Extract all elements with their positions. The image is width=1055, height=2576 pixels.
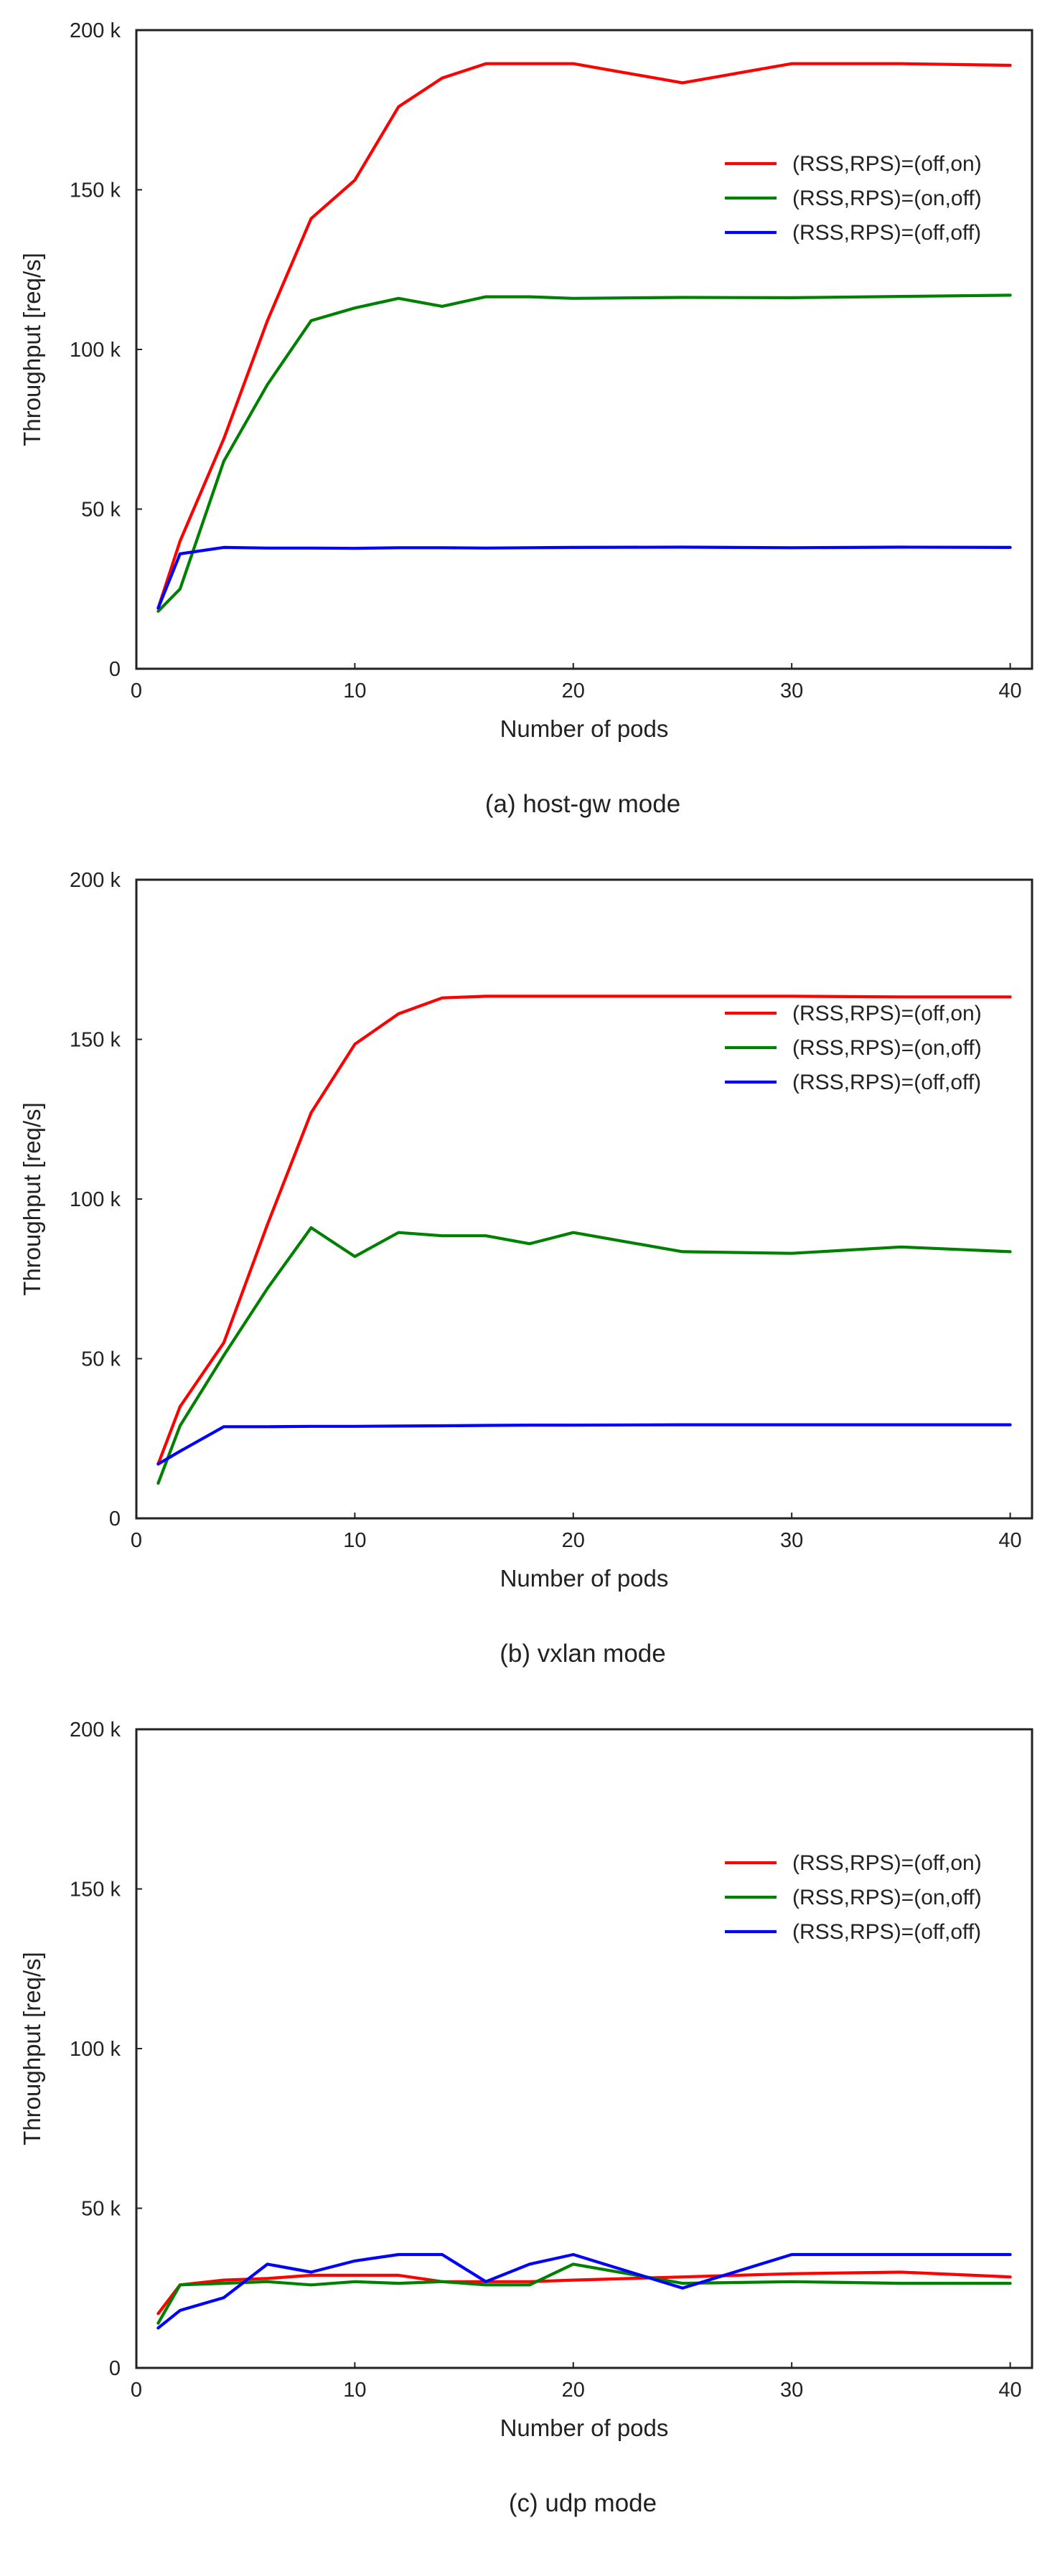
legend: (RSS,RPS)=(off,on) (RSS,RPS)=(on,off) (RSS… — [725, 1851, 982, 1944]
plot-frame — [135, 29, 1033, 670]
y-tick-label: 0 — [109, 1508, 121, 1531]
series-line-3 — [156, 545, 1012, 610]
y-tick-label: 200 k — [70, 869, 121, 892]
legend: (RSS,RPS)=(off,on) (RSS,RPS)=(on,off) (RSS… — [725, 1002, 982, 1094]
y-tick-label: 150 k — [70, 1029, 121, 1052]
series-line-1 — [156, 995, 1012, 1466]
x-tick-label: 30 — [780, 680, 803, 702]
x-axis-label: Number of pods — [500, 1565, 669, 1592]
legend-label-1: (RSS,RPS)=(off,on) — [792, 152, 982, 176]
x-tick-label: 30 — [780, 2379, 803, 2402]
y-tick-label: 100 k — [70, 339, 121, 362]
series-line-1 — [156, 2270, 1012, 2316]
series-line-2 — [156, 2262, 1012, 2325]
y-tick-label: 50 k — [81, 499, 121, 522]
series-line-2 — [156, 293, 1012, 614]
legend-label-2: (RSS,RPS)=(on,off) — [792, 1886, 982, 1909]
legend: (RSS,RPS)=(off,on) (RSS,RPS)=(on,off) (RSS… — [725, 152, 982, 245]
legend-label-3: (RSS,RPS)=(off,off) — [792, 221, 981, 245]
y-tick-label: 0 — [109, 658, 121, 681]
x-axis-label: Number of pods — [500, 2415, 669, 2441]
legend-label-2: (RSS,RPS)=(on,off) — [792, 1036, 982, 1060]
series-line-1 — [156, 62, 1012, 610]
y-tick-label: 200 k — [70, 1719, 121, 1741]
figure-caption: (a) host-gw mode — [485, 790, 680, 818]
y-tick-label: 150 k — [70, 1879, 121, 1902]
chart-panel-3: 0 10 20 30 40 0 50 k 100 k 150 k 200 k Number of p… — [19, 1719, 1033, 2517]
x-tick-label: 30 — [780, 1529, 803, 1552]
x-tick-label: 40 — [998, 2379, 1021, 2402]
x-tick-label: 40 — [998, 680, 1021, 702]
x-tick-label: 0 — [131, 1529, 142, 1552]
chart-panel-2: 0 10 20 30 40 0 50 k 100 k 150 k 200 k Number of p… — [19, 869, 1033, 1668]
x-tick-label: 10 — [343, 680, 366, 702]
y-tick-label: 200 k — [70, 19, 121, 42]
y-axis-label: Throughput [req/s] — [19, 1102, 45, 1296]
x-tick-label: 40 — [998, 1529, 1021, 1552]
x-tick-label: 20 — [562, 680, 585, 702]
legend-label-1: (RSS,RPS)=(off,on) — [792, 1851, 982, 1875]
x-tick-label: 0 — [131, 680, 142, 702]
legend-label-3: (RSS,RPS)=(off,off) — [792, 1071, 981, 1094]
series-line-2 — [156, 1226, 1012, 1485]
figure-caption: (c) udp mode — [509, 2489, 657, 2517]
x-tick-label: 20 — [562, 2379, 585, 2402]
x-tick-label: 20 — [562, 1529, 585, 1552]
chart-panel-1: 0 10 20 30 40 0 50 k 100 k 150 k 200 k Number of p… — [19, 19, 1033, 818]
legend-label-1: (RSS,RPS)=(off,on) — [792, 1002, 982, 1025]
y-tick-label: 0 — [109, 2357, 121, 2380]
y-tick-label: 150 k — [70, 179, 121, 202]
y-tick-label: 100 k — [70, 1188, 121, 1211]
x-tick-label: 10 — [343, 1529, 366, 1552]
legend-label-2: (RSS,RPS)=(on,off) — [792, 187, 982, 210]
legend-label-3: (RSS,RPS)=(off,off) — [792, 1920, 981, 1944]
y-axis-label: Throughput [req/s] — [19, 1952, 45, 2145]
y-tick-label: 50 k — [81, 2198, 121, 2221]
x-axis-label: Number of pods — [500, 715, 669, 742]
x-tick-label: 10 — [343, 2379, 366, 2402]
plot-frame — [135, 878, 1033, 1520]
x-tick-label: 0 — [131, 2379, 142, 2402]
y-tick-label: 50 k — [81, 1348, 121, 1371]
series-line-3 — [156, 2252, 1012, 2330]
series-line-3 — [156, 1423, 1012, 1466]
y-tick-label: 100 k — [70, 2038, 121, 2061]
y-axis-label: Throughput [req/s] — [19, 253, 45, 446]
figure-caption: (b) vxlan mode — [500, 1640, 665, 1668]
